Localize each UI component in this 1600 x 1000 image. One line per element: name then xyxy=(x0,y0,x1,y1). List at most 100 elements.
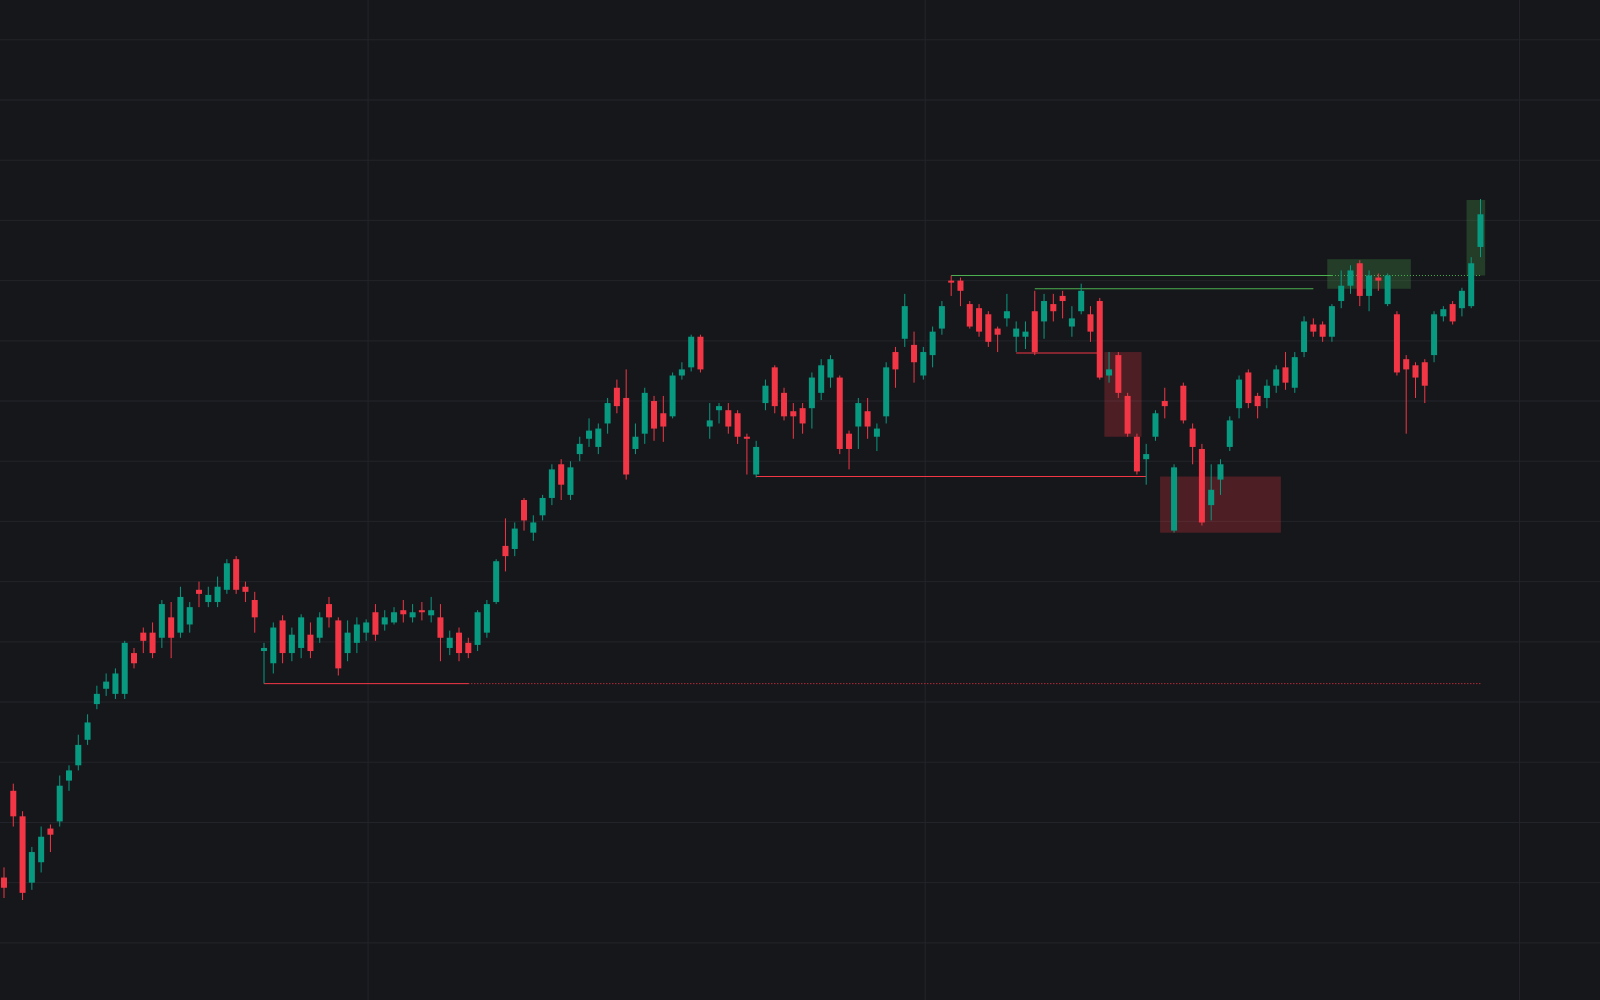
candle-body xyxy=(1133,436,1140,472)
candle-body xyxy=(688,336,695,368)
candle-body xyxy=(1458,290,1465,309)
candle-body xyxy=(911,344,918,363)
candle-body xyxy=(576,443,583,455)
candle-body xyxy=(799,408,806,424)
candle-body xyxy=(409,612,416,618)
candle-body xyxy=(716,406,723,411)
candle-body xyxy=(344,632,351,654)
candle-body xyxy=(1282,367,1289,383)
candle-body xyxy=(1050,304,1057,312)
candle-body xyxy=(335,620,342,669)
candle-body xyxy=(1152,413,1159,437)
candle-body xyxy=(474,612,481,645)
candle-body xyxy=(1412,365,1419,378)
candle-body xyxy=(623,397,630,475)
candle-body xyxy=(1263,385,1270,398)
candle-body xyxy=(1022,331,1029,337)
candle-body xyxy=(929,331,936,356)
candle-body xyxy=(1366,275,1373,296)
candle-body xyxy=(827,359,834,378)
candle-body xyxy=(1208,489,1215,506)
candle-body xyxy=(1468,263,1475,307)
candle-body xyxy=(567,467,574,495)
candle-body xyxy=(994,328,1001,335)
candle-body xyxy=(1226,420,1233,447)
candle-body xyxy=(1421,362,1428,386)
zone xyxy=(1104,352,1142,437)
candle-body xyxy=(1347,270,1354,286)
candle-body xyxy=(465,642,472,654)
candle-body xyxy=(10,790,17,817)
candle-body xyxy=(242,586,249,592)
candle-body xyxy=(790,411,797,417)
candle-body xyxy=(1106,369,1113,376)
candle-body xyxy=(158,604,165,638)
candle-body xyxy=(502,545,509,557)
candle-body xyxy=(511,528,518,549)
candle-body xyxy=(1078,290,1085,312)
candle-body xyxy=(1356,263,1363,296)
candle-body xyxy=(19,816,26,893)
candle-body xyxy=(669,375,676,417)
candle-body xyxy=(1375,277,1382,281)
candle-body xyxy=(1254,395,1261,407)
candle-body xyxy=(214,586,221,603)
candle-body xyxy=(604,403,611,424)
candle-body xyxy=(196,589,203,594)
candle-body xyxy=(1041,301,1048,322)
candle-body xyxy=(1198,448,1205,523)
candle-body xyxy=(1301,321,1308,353)
candle-body xyxy=(1143,454,1150,460)
candle-body xyxy=(483,604,490,633)
candle-body xyxy=(168,617,175,638)
candle-body xyxy=(437,617,444,638)
candle-body xyxy=(725,410,732,427)
candle-body xyxy=(836,377,843,449)
candle-body xyxy=(808,377,815,409)
candle-body xyxy=(948,280,955,283)
candle-body xyxy=(753,446,760,475)
candle-body xyxy=(1161,401,1168,407)
candle-body xyxy=(1291,357,1298,388)
candle-body xyxy=(233,559,240,590)
candle-body xyxy=(112,673,119,694)
candle-body xyxy=(307,634,314,652)
candle-body xyxy=(279,620,286,654)
candle-body xyxy=(316,617,323,638)
candle-body xyxy=(298,617,305,648)
candle-body xyxy=(66,770,73,781)
candle-body xyxy=(428,610,435,616)
candle-body xyxy=(1124,395,1131,434)
candle-body xyxy=(223,563,230,590)
candle-body xyxy=(1,877,7,888)
candle-body xyxy=(1003,311,1010,319)
candle-body xyxy=(938,306,945,329)
candle-body xyxy=(363,622,370,633)
candle-body xyxy=(762,385,769,404)
candle-body xyxy=(548,469,555,498)
candle-body xyxy=(1403,359,1410,370)
candle-body xyxy=(1031,311,1038,353)
candle-body xyxy=(1068,318,1075,327)
candle-body xyxy=(446,637,453,648)
candle-body xyxy=(651,401,658,429)
candle-body xyxy=(186,607,193,625)
candle-body xyxy=(1013,328,1020,337)
candle-body xyxy=(56,785,63,822)
candle-body xyxy=(734,413,741,437)
candle-body xyxy=(595,428,602,447)
candle-body xyxy=(400,610,407,615)
candle-body xyxy=(28,852,35,883)
candle-body xyxy=(901,306,908,339)
candle-body xyxy=(976,308,983,332)
candle-body xyxy=(131,653,138,664)
candle-body xyxy=(706,420,713,427)
candle-body xyxy=(149,632,156,654)
candle-body xyxy=(103,681,110,689)
candle-body xyxy=(84,722,91,740)
candle-body xyxy=(818,365,825,393)
candle-body xyxy=(288,634,295,654)
candle-body xyxy=(1245,372,1252,404)
candle-body xyxy=(140,632,147,641)
